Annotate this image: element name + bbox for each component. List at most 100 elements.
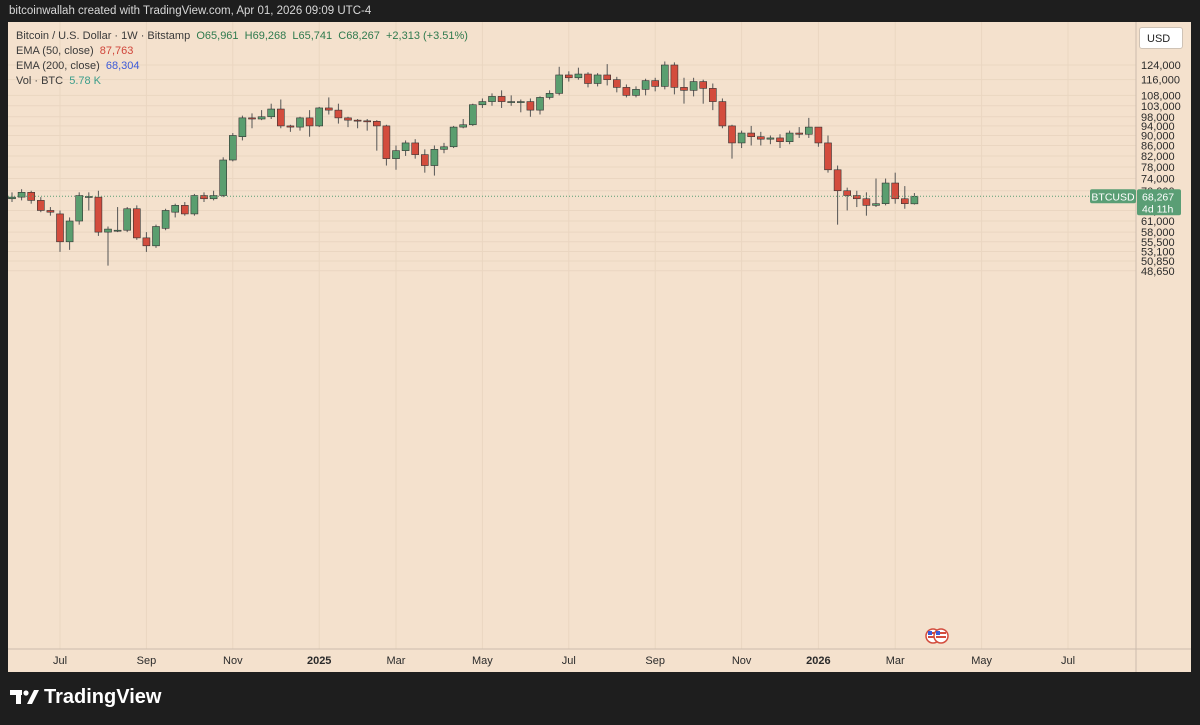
footer	[0, 672, 1200, 725]
candle-body	[46, 210, 55, 213]
candle	[161, 208, 170, 231]
candle-body	[785, 132, 794, 142]
candle-body	[641, 80, 650, 90]
candle-body	[766, 137, 775, 140]
candle-body	[603, 74, 612, 80]
candle	[248, 113, 256, 129]
candle	[344, 116, 352, 128]
time-tick-label: Sep	[645, 655, 665, 667]
price-tick-label: 58,000	[1141, 227, 1175, 239]
candle	[353, 119, 362, 129]
legend-ema200-row[interactable]: EMA (200, close) 68,304	[16, 60, 140, 72]
candle-body	[833, 169, 842, 192]
candle	[833, 165, 842, 225]
candles	[8, 61, 919, 266]
legend-ema200-value: 68,304	[105, 60, 140, 72]
candle	[65, 217, 74, 250]
price-tick-label: 50,850	[1141, 256, 1175, 268]
candle	[133, 205, 141, 240]
chart-credit-bar: bitcoinwallah created with TradingView.c…	[0, 0, 1200, 22]
candle	[670, 62, 679, 95]
candle-body	[689, 81, 698, 91]
candle-body	[286, 125, 295, 128]
chart-canvas[interactable]: 124,000 116,000 108,000103,00098,00094,000…	[8, 22, 1191, 672]
candle-body	[564, 74, 573, 79]
candle	[747, 125, 756, 146]
candle	[305, 110, 314, 137]
legend-symbol-row[interactable]: Bitcoin / U.S. Dollar · 1W · Bitstamp O6…	[16, 30, 468, 42]
time-tick-label: Nov	[223, 655, 243, 667]
currency-button[interactable]: USD	[1139, 27, 1183, 49]
time-tick-label: Sep	[137, 655, 157, 667]
candle-body	[344, 117, 352, 121]
candle	[737, 130, 746, 149]
time-tick-label: Jul	[1061, 655, 1075, 667]
candle-body	[728, 125, 736, 144]
candle-body	[852, 195, 861, 200]
candle	[814, 126, 823, 147]
candle	[152, 224, 160, 248]
candle	[459, 119, 468, 129]
us-flag-event-icon[interactable]	[933, 628, 949, 644]
candle-body	[181, 205, 189, 215]
candle	[507, 95, 516, 106]
time-tick-label: May	[971, 655, 992, 667]
legend-volume-row[interactable]: Vol · BTC 5.78 K	[16, 75, 101, 87]
candle	[622, 84, 631, 98]
candle-body	[257, 116, 266, 120]
ticker-tag-label: BTCUSD	[1091, 191, 1135, 203]
candle	[200, 192, 208, 203]
candle-body	[891, 182, 900, 200]
candle-body	[65, 220, 74, 243]
candle-body	[776, 137, 784, 142]
candle	[363, 119, 372, 131]
candle	[545, 90, 554, 100]
candle	[651, 77, 660, 92]
candle-body	[824, 142, 832, 171]
time-axis[interactable]: Jul Sep Nov 2025 Mar May Jul Sep Nov 2026 Mar May Ju…	[8, 648, 1191, 667]
candle-body	[238, 117, 247, 138]
candle	[593, 73, 602, 87]
legend-high: H69,268	[244, 30, 287, 42]
candle-body	[27, 192, 36, 201]
candle-body	[632, 89, 640, 96]
legend-low: L65,741	[292, 30, 333, 42]
candle	[56, 210, 64, 252]
candle	[881, 178, 890, 206]
time-tick-label: Jul	[53, 655, 67, 667]
candle-body	[545, 93, 554, 98]
candle-body	[8, 196, 16, 200]
candle-body	[737, 132, 746, 144]
time-tick-label: 2026	[806, 655, 830, 667]
price-axis[interactable]: 124,000 116,000 108,000103,00098,00094,000…	[1135, 22, 1181, 672]
candle	[420, 149, 429, 173]
candle	[104, 226, 112, 266]
candle	[181, 202, 189, 216]
candle	[910, 193, 919, 205]
candle-body	[123, 208, 131, 231]
legend-ema50-value: 87,763	[99, 45, 134, 57]
candle	[843, 187, 852, 211]
candle	[430, 145, 439, 176]
candle-body	[401, 142, 410, 151]
candle	[468, 103, 477, 126]
candle-body	[536, 97, 544, 111]
legend-ema50-row[interactable]: EMA (50, close) 87,763	[16, 45, 133, 57]
candle-body	[872, 203, 880, 206]
price-tick-label: 82,000	[1141, 151, 1175, 163]
candle	[142, 232, 151, 252]
candle	[276, 99, 285, 129]
chart-frame[interactable]: 124,000 116,000 108,000 103,000 98,000 94,000…	[8, 22, 1191, 672]
time-tick-label: Mar	[387, 655, 406, 667]
candle	[680, 77, 688, 104]
candle	[766, 135, 775, 145]
candle-body	[459, 124, 468, 128]
candle	[660, 61, 669, 90]
candle	[536, 96, 544, 115]
tradingview-brand: TradingView	[44, 686, 162, 708]
candle-body	[372, 120, 381, 127]
candle	[190, 193, 199, 216]
candle-body	[209, 195, 218, 200]
legend-volume-label: Vol · BTC	[16, 75, 64, 87]
